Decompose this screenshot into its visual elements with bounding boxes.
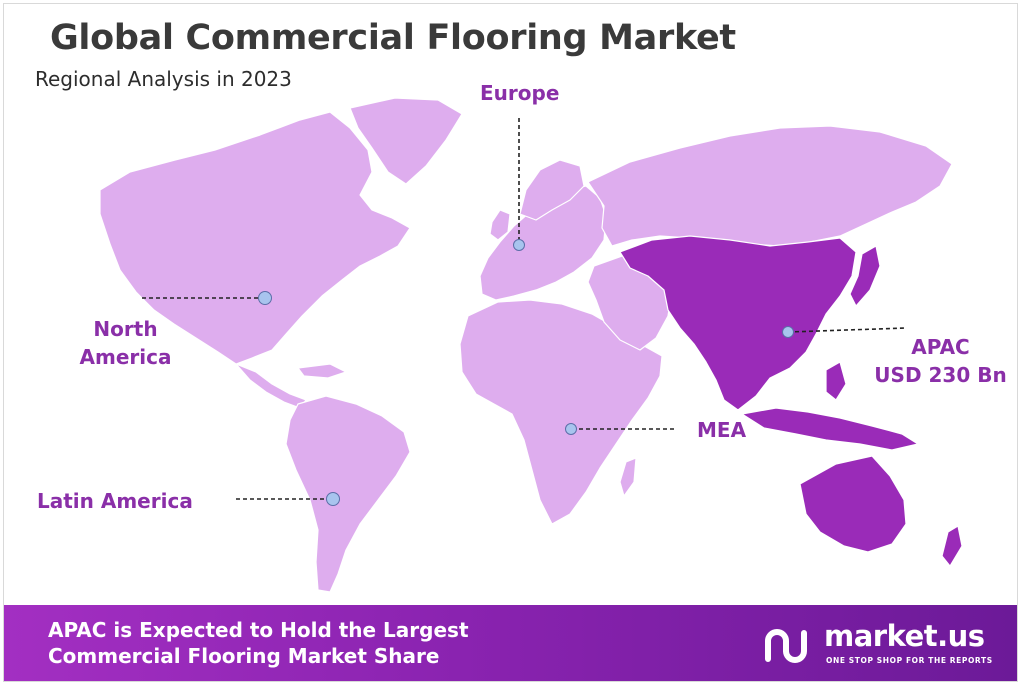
australia-landmass xyxy=(799,455,907,553)
market-us-logo-icon xyxy=(765,629,807,663)
page-title: Global Commercial Flooring Market xyxy=(50,18,736,58)
banner-line2: Commercial Flooring Market Share xyxy=(48,644,440,668)
madagascar-landmass xyxy=(619,457,637,497)
apac-label-line1: APAC xyxy=(911,335,970,359)
north-america-label-line2: America xyxy=(79,345,172,369)
north-america-marker xyxy=(258,291,272,305)
footer-banner: APAC is Expected to Hold the Largest Com… xyxy=(4,605,1017,681)
latin-america-marker xyxy=(326,492,340,506)
asia-pacific-mainland xyxy=(619,235,857,411)
europe-label: Europe xyxy=(480,81,560,105)
uk-landmass xyxy=(489,209,511,241)
south-america-landmass xyxy=(285,395,411,593)
mea-label: MEA xyxy=(697,418,747,442)
apac-marker xyxy=(782,326,794,338)
logo-wordmark: market.us xyxy=(824,619,985,653)
africa-landmass xyxy=(459,299,663,525)
apac-label-value: USD 230 Bn xyxy=(874,363,1007,387)
logo-tagline: ONE STOP SHOP FOR THE REPORTS xyxy=(826,656,993,665)
banner-text: APAC is Expected to Hold the Largest Com… xyxy=(48,617,469,669)
north-america-label: North America xyxy=(68,315,183,371)
japan-landmass xyxy=(849,245,881,307)
latin-america-label: Latin America xyxy=(37,489,193,513)
mea-marker xyxy=(565,423,577,435)
southeast-asia-islands xyxy=(741,407,919,451)
europe-marker xyxy=(513,239,525,251)
north-america-landmass xyxy=(99,111,411,365)
north-america-label-line1: North xyxy=(93,317,158,341)
scandinavia-landmass xyxy=(519,159,585,221)
apac-label: APAC USD 230 Bn xyxy=(868,333,1013,389)
page-subtitle: Regional Analysis in 2023 xyxy=(35,67,292,91)
banner-line1: APAC is Expected to Hold the Largest xyxy=(48,618,469,642)
philippines-landmass xyxy=(825,361,847,401)
central-america-landmass xyxy=(235,363,307,409)
caribbean-landmass xyxy=(297,363,347,379)
greenland-landmass xyxy=(349,97,463,185)
apac-leader-line xyxy=(787,327,907,333)
russia-landmass xyxy=(587,125,953,247)
new-zealand-landmass xyxy=(941,525,963,567)
